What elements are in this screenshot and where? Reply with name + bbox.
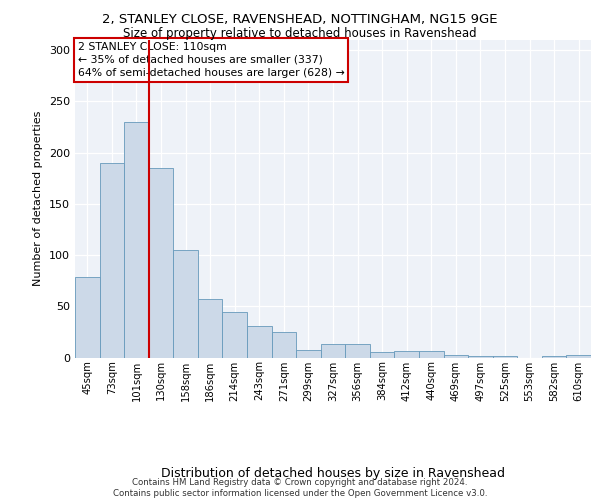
Bar [272,332,296,357]
Text: 2, STANLEY CLOSE, RAVENSHEAD, NOTTINGHAM, NG15 9GE: 2, STANLEY CLOSE, RAVENSHEAD, NOTTINGHAM… [102,12,498,26]
Bar [542,356,566,358]
Bar [100,163,124,358]
Bar [223,312,247,358]
Bar [296,350,321,358]
Bar [173,250,198,358]
Bar [394,352,419,358]
Bar [124,122,149,358]
Bar [75,276,100,357]
Bar [247,326,272,358]
Bar [345,344,370,358]
X-axis label: Distribution of detached houses by size in Ravenshead: Distribution of detached houses by size … [161,468,505,480]
Bar [493,356,517,358]
Bar [149,168,173,358]
Bar [370,352,394,358]
Bar [443,356,468,358]
Bar [198,299,223,358]
Bar [321,344,345,358]
Text: Size of property relative to detached houses in Ravenshead: Size of property relative to detached ho… [123,28,477,40]
Bar [566,356,591,358]
Text: Contains HM Land Registry data © Crown copyright and database right 2024.
Contai: Contains HM Land Registry data © Crown c… [113,478,487,498]
Bar [468,356,493,358]
Text: 2 STANLEY CLOSE: 110sqm
← 35% of detached houses are smaller (337)
64% of semi-d: 2 STANLEY CLOSE: 110sqm ← 35% of detache… [77,42,344,78]
Bar [419,352,443,358]
Y-axis label: Number of detached properties: Number of detached properties [34,111,43,286]
